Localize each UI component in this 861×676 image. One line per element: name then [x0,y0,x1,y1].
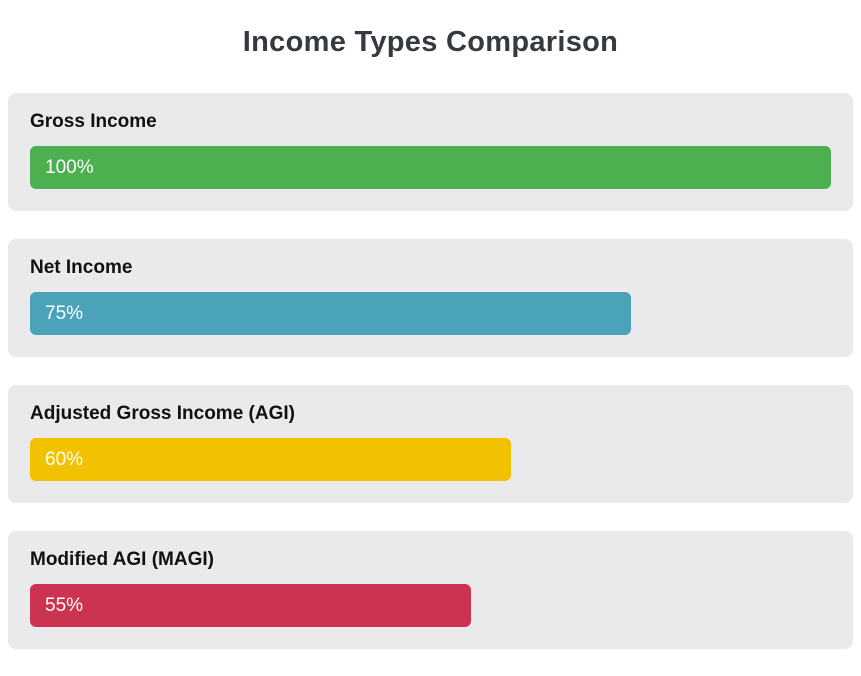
bar-row-net-income: Net Income 75% [8,239,853,357]
bar-net-income: 75% [30,292,631,335]
category-label-net-income: Net Income [30,257,133,278]
bar-track: 75% [30,292,831,335]
bar-value-label: 100% [45,156,94,178]
category-label-gross-income: Gross Income [30,111,157,132]
bar-row-magi: Modified AGI (MAGI) 55% [8,531,853,649]
bar-value-label: 75% [45,302,84,324]
bar-value-label: 60% [45,448,84,470]
bar-magi: 55% [30,584,471,627]
bar-row-agi: Adjusted Gross Income (AGI) 60% [8,385,853,503]
bar-track: 55% [30,584,831,627]
category-label-agi: Adjusted Gross Income (AGI) [30,403,295,424]
category-label-magi: Modified AGI (MAGI) [30,549,214,570]
bar-track: 100% [30,146,831,189]
bar-agi: 60% [30,438,511,481]
chart-title: Income Types Comparison [242,26,619,58]
bar-gross-income: 100% [30,146,831,189]
bar-track: 60% [30,438,831,481]
bar-row-gross-income: Gross Income 100% [8,93,853,211]
bar-value-label: 55% [45,594,84,616]
